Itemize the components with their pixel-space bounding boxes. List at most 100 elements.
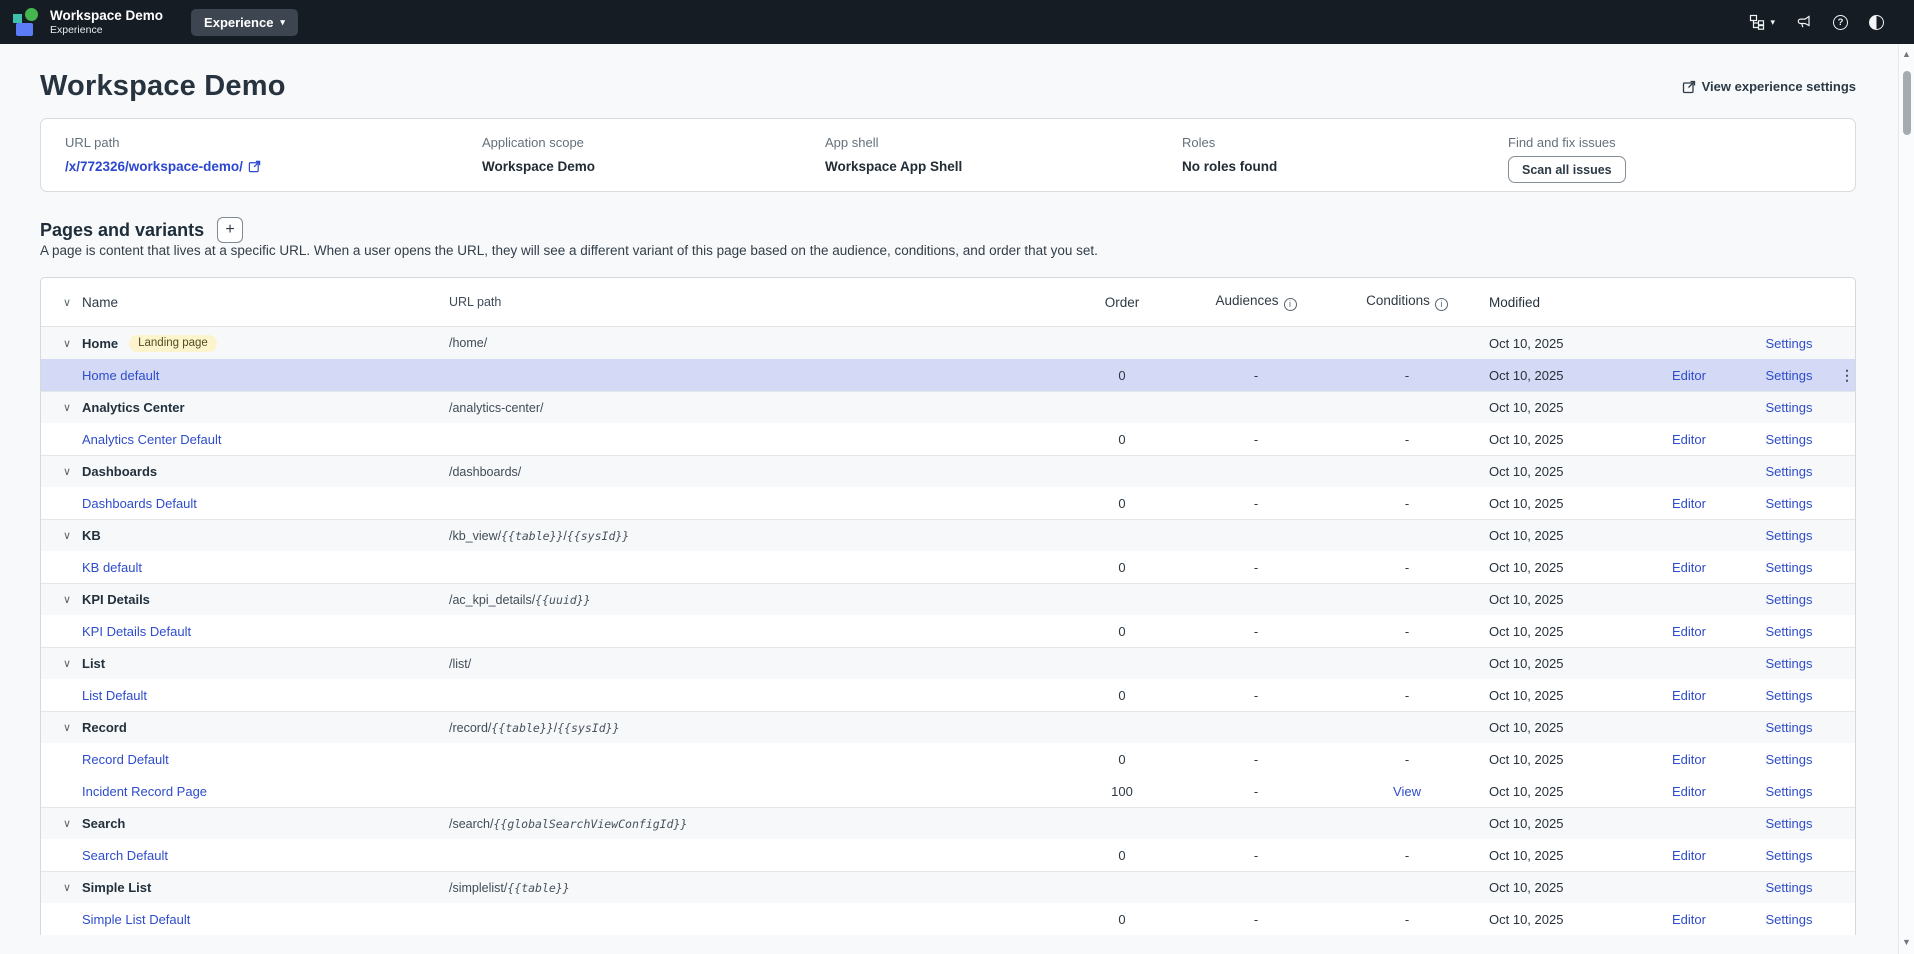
- row-name[interactable]: Record Default: [82, 752, 169, 767]
- row-settings-link[interactable]: Settings: [1766, 592, 1813, 607]
- table-row: KB default 0 - - Oct 10, 2025 Editor Set…: [41, 551, 1855, 583]
- row-settings-link[interactable]: Settings: [1766, 496, 1813, 511]
- scroll-down-arrow-icon[interactable]: ▼: [1899, 937, 1914, 947]
- row-settings-link[interactable]: Settings: [1766, 432, 1813, 447]
- row-editor-link[interactable]: Editor: [1672, 912, 1706, 927]
- row-editor-link[interactable]: Editor: [1672, 368, 1706, 383]
- field-label: Roles: [1182, 135, 1508, 150]
- row-expand-chevron[interactable]: ∨: [63, 721, 75, 734]
- row-expand-chevron[interactable]: ∨: [63, 401, 75, 414]
- row-order: 0: [1057, 368, 1187, 383]
- row-modified: Oct 10, 2025: [1489, 464, 1639, 479]
- row-order: 0: [1057, 624, 1187, 639]
- row-modified: Oct 10, 2025: [1489, 560, 1639, 575]
- row-url-path: /record/{{table}}/{{sysId}}: [449, 721, 1057, 735]
- scope-picker-button[interactable]: ▾: [1749, 14, 1775, 30]
- row-audiences: -: [1187, 688, 1325, 703]
- row-settings-link[interactable]: Settings: [1766, 848, 1813, 863]
- row-order: 0: [1057, 560, 1187, 575]
- experience-url-link[interactable]: /x/772326/workspace-demo/: [65, 159, 261, 174]
- row-settings-link[interactable]: Settings: [1766, 784, 1813, 799]
- row-conditions: -: [1325, 432, 1489, 447]
- row-url-path: /dashboards/: [449, 465, 1057, 479]
- row-name: Simple List: [82, 880, 151, 895]
- row-settings-link[interactable]: Settings: [1766, 720, 1813, 735]
- row-name[interactable]: Analytics Center Default: [82, 432, 221, 447]
- row-name[interactable]: Home default: [82, 368, 159, 383]
- row-kebab-menu[interactable]: ⋮: [1840, 367, 1854, 383]
- row-editor-link[interactable]: Editor: [1672, 688, 1706, 703]
- info-icon[interactable]: i: [1284, 298, 1297, 311]
- row-settings-link[interactable]: Settings: [1766, 816, 1813, 831]
- row-name: Home: [82, 336, 118, 351]
- row-settings-link[interactable]: Settings: [1766, 752, 1813, 767]
- row-editor-link[interactable]: Editor: [1672, 560, 1706, 575]
- row-conditions-view-link[interactable]: View: [1325, 784, 1489, 799]
- scrollbar-thumb[interactable]: [1903, 71, 1911, 135]
- table-row: ∨ Home Landing page /home/ Oct 10, 2025 …: [41, 327, 1855, 359]
- row-name: Record: [82, 720, 127, 735]
- theme-contrast-button[interactable]: [1869, 15, 1884, 30]
- field-value: Workspace App Shell: [825, 159, 1182, 174]
- row-settings-link[interactable]: Settings: [1766, 560, 1813, 575]
- row-settings-link[interactable]: Settings: [1766, 624, 1813, 639]
- row-editor-link[interactable]: Editor: [1672, 432, 1706, 447]
- table-row: ∨ Search /search/{{globalSearchViewConfi…: [41, 807, 1855, 839]
- info-icon[interactable]: i: [1435, 298, 1448, 311]
- row-expand-chevron[interactable]: ∨: [63, 529, 75, 542]
- vertical-scrollbar[interactable]: ▲ ▼: [1898, 44, 1914, 954]
- row-modified: Oct 10, 2025: [1489, 368, 1639, 383]
- row-expand-chevron[interactable]: ∨: [63, 881, 75, 894]
- chevron-down-icon: ▾: [280, 18, 285, 27]
- scan-all-issues-button[interactable]: Scan all issues: [1508, 156, 1626, 183]
- row-editor-link[interactable]: Editor: [1672, 624, 1706, 639]
- row-name[interactable]: Incident Record Page: [82, 784, 207, 799]
- row-name[interactable]: KB default: [82, 560, 142, 575]
- column-header-modified: Modified: [1489, 295, 1639, 310]
- row-name[interactable]: Simple List Default: [82, 912, 190, 927]
- experience-info-card: URL path /x/772326/workspace-demo/ Appli…: [40, 118, 1856, 192]
- row-expand-chevron[interactable]: ∨: [63, 657, 75, 670]
- row-conditions: -: [1325, 560, 1489, 575]
- logo-blue-square: [16, 23, 33, 36]
- row-settings-link[interactable]: Settings: [1766, 464, 1813, 479]
- contrast-icon: [1869, 15, 1884, 30]
- row-url-path: /kb_view/{{table}}/{{sysId}}: [449, 529, 1057, 543]
- row-name[interactable]: KPI Details Default: [82, 624, 191, 639]
- row-settings-link[interactable]: Settings: [1766, 656, 1813, 671]
- row-audiences: -: [1187, 368, 1325, 383]
- field-roles: Roles No roles found: [1182, 135, 1508, 191]
- row-expand-chevron[interactable]: ∨: [63, 817, 75, 830]
- pages-table-header: ∨ Name URL path Order Audiencesi Conditi…: [41, 278, 1855, 327]
- row-expand-chevron[interactable]: ∨: [63, 465, 75, 478]
- row-settings-link[interactable]: Settings: [1766, 912, 1813, 927]
- row-conditions: -: [1325, 368, 1489, 383]
- row-expand-chevron[interactable]: ∨: [63, 337, 75, 350]
- announcements-button[interactable]: [1796, 14, 1812, 30]
- row-name[interactable]: Search Default: [82, 848, 168, 863]
- row-settings-link[interactable]: Settings: [1766, 400, 1813, 415]
- row-modified: Oct 10, 2025: [1489, 592, 1639, 607]
- scroll-up-arrow-icon[interactable]: ▲: [1899, 49, 1914, 59]
- help-button[interactable]: ?: [1833, 15, 1848, 30]
- row-editor-link[interactable]: Editor: [1672, 752, 1706, 767]
- row-settings-link[interactable]: Settings: [1766, 688, 1813, 703]
- field-value: Workspace Demo: [482, 159, 825, 174]
- view-experience-settings-link[interactable]: View experience settings: [1682, 79, 1856, 94]
- row-name[interactable]: Dashboards Default: [82, 496, 197, 511]
- row-expand-chevron[interactable]: ∨: [63, 593, 75, 606]
- row-editor-link[interactable]: Editor: [1672, 496, 1706, 511]
- row-settings-link[interactable]: Settings: [1766, 528, 1813, 543]
- row-settings-link[interactable]: Settings: [1766, 336, 1813, 351]
- row-settings-link[interactable]: Settings: [1766, 880, 1813, 895]
- header-expand-all-chevron[interactable]: ∨: [63, 296, 75, 309]
- row-editor-link[interactable]: Editor: [1672, 784, 1706, 799]
- row-name[interactable]: List Default: [82, 688, 147, 703]
- row-settings-link[interactable]: Settings: [1766, 368, 1813, 383]
- topbar-icon-group: ▾ ?: [1749, 14, 1884, 30]
- field-value: No roles found: [1182, 159, 1508, 174]
- experience-menu-button[interactable]: Experience ▾: [191, 9, 298, 36]
- app-logo[interactable]: [10, 7, 40, 37]
- add-page-button[interactable]: +: [217, 217, 243, 243]
- row-editor-link[interactable]: Editor: [1672, 848, 1706, 863]
